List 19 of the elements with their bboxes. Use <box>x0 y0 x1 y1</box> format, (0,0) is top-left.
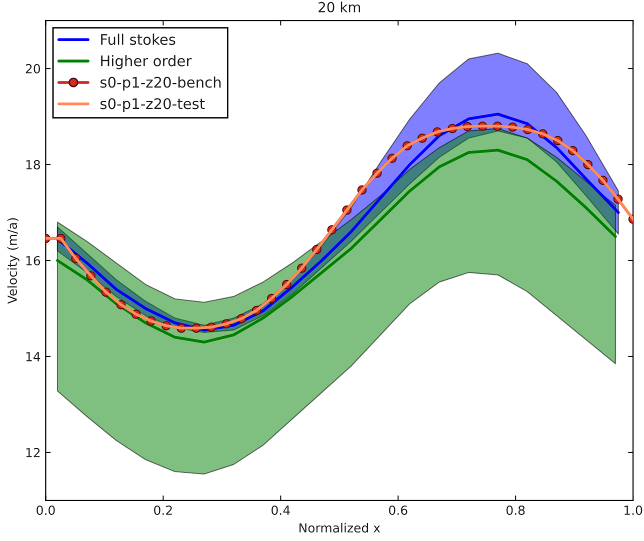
x-tick-label: 0.8 <box>506 506 525 515</box>
x-tick-label: 1.0 <box>624 506 642 515</box>
y-tick-label: 20 <box>26 64 40 74</box>
x-tick-label: 0.2 <box>154 506 172 515</box>
y-axis-title: Velocity (m/a) <box>7 218 20 304</box>
y-tick-label: 16 <box>26 256 40 266</box>
legend-label: s0-p1-z20-bench <box>100 76 221 91</box>
x-tick-label: 0.6 <box>389 506 408 515</box>
y-tick-label: 12 <box>26 448 40 458</box>
x-tick-label: 0.0 <box>36 506 55 515</box>
legend-label: Full stokes <box>101 34 176 45</box>
legend-label: Higher order <box>101 55 192 70</box>
y-tick-label: 14 <box>26 352 40 362</box>
x-axis-title: Normalized x <box>299 522 380 533</box>
chart-title: 20 km <box>318 2 360 12</box>
x-tick-label: 0.4 <box>272 506 290 515</box>
legend-label: s0-p1-z20-test <box>100 98 205 112</box>
y-tick-label: 18 <box>26 160 40 170</box>
line-series <box>56 148 617 344</box>
